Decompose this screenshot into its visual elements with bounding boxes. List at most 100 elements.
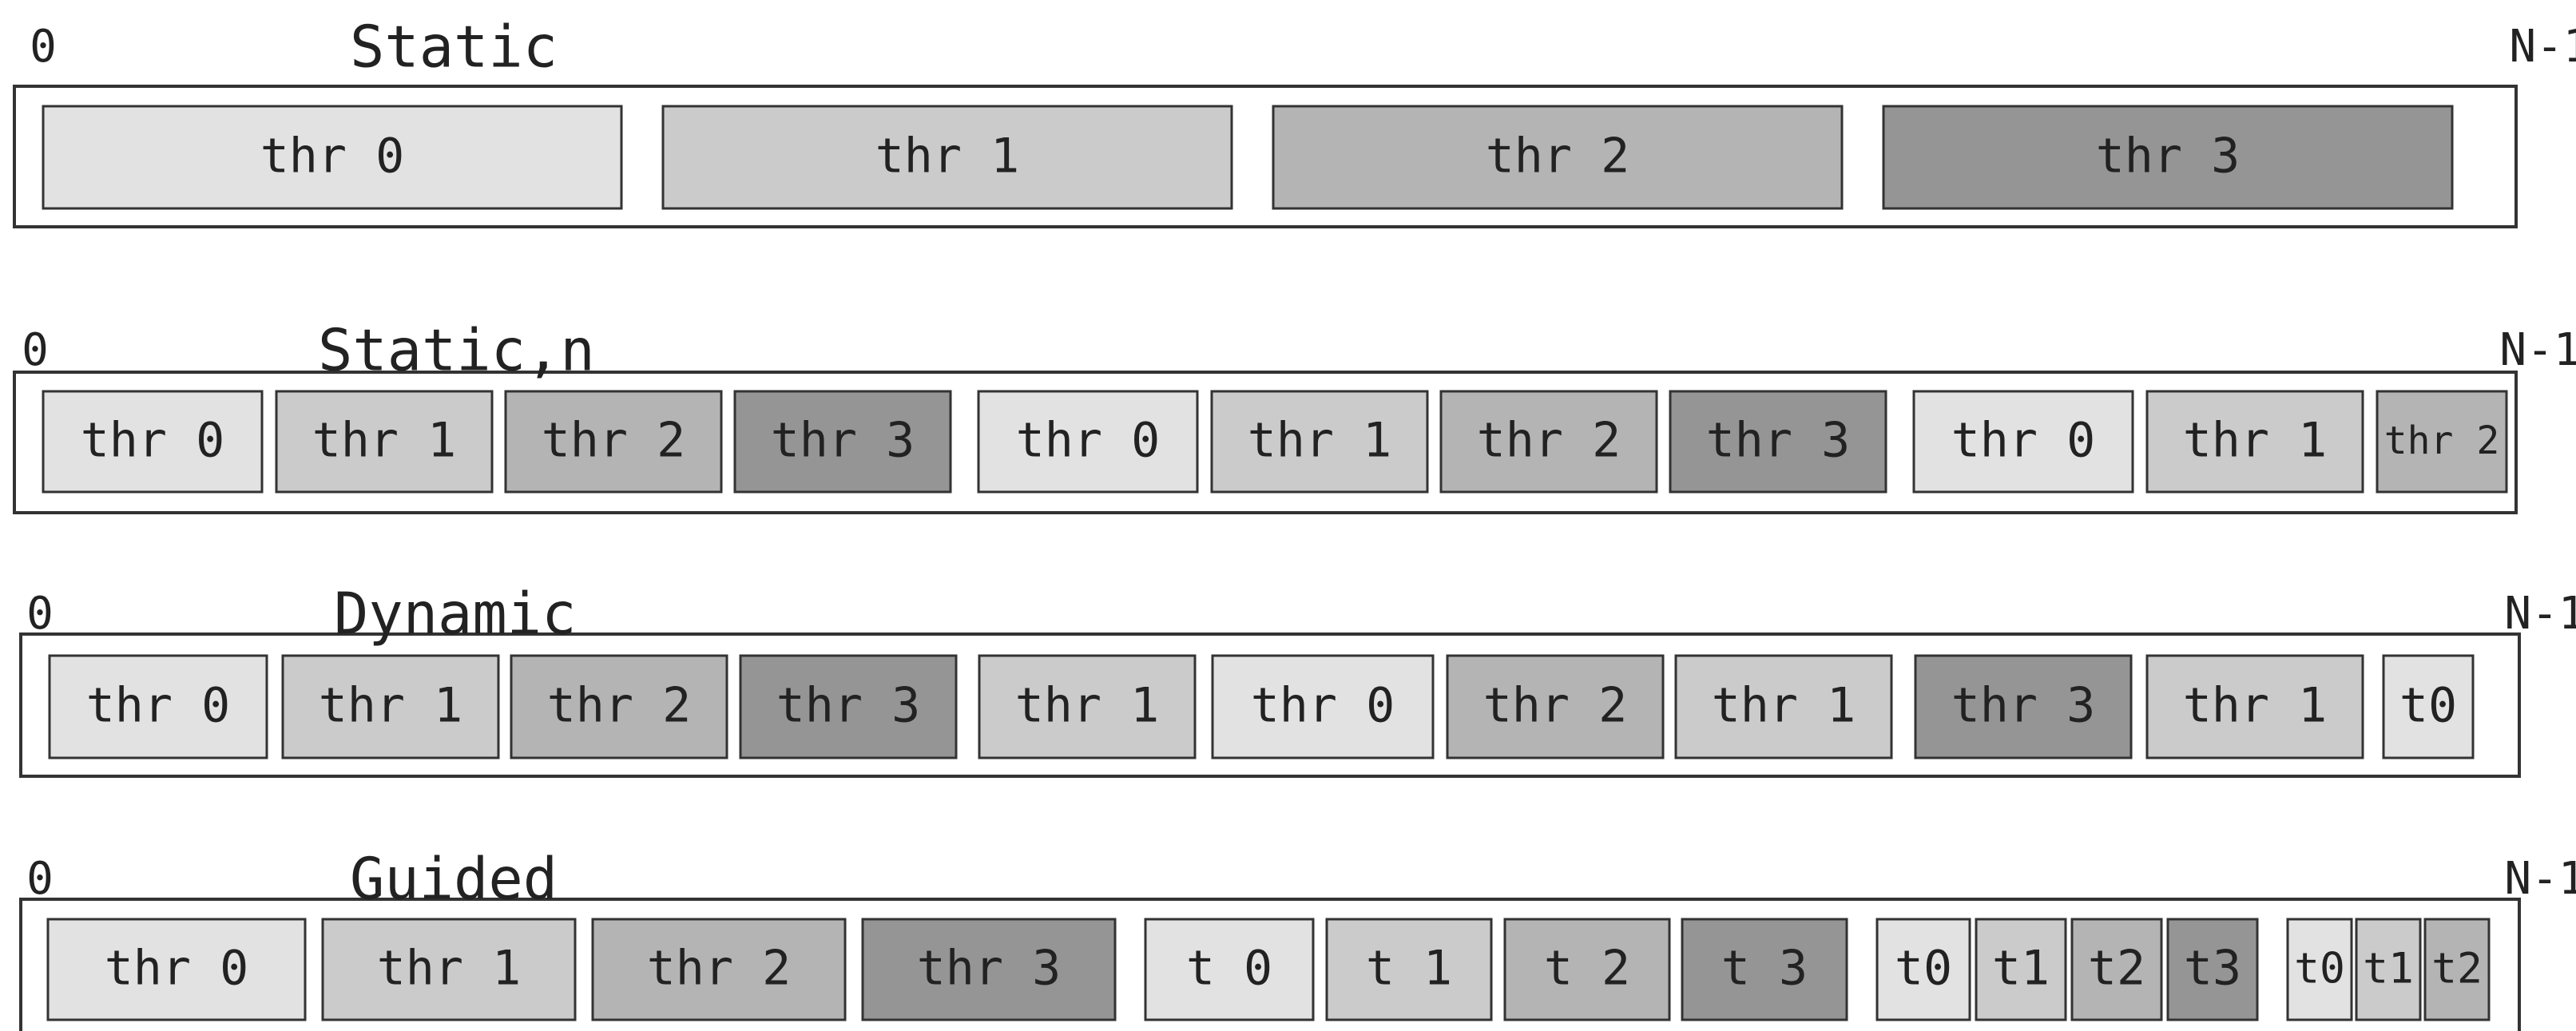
chunk-label: thr 0 <box>1251 678 1395 734</box>
chunk-label: t 0 <box>1186 941 1272 997</box>
chunk-thread-1: thr 1 <box>2145 654 2364 759</box>
chunk-thread-3: thr 3 <box>739 654 958 759</box>
chunk-box <box>861 918 1117 1021</box>
chunk-box <box>1882 105 2454 210</box>
chunk-label: t2 <box>2431 945 2483 993</box>
chunk-box <box>1325 918 1493 1021</box>
chunk-thread-3: thr 3 <box>1669 390 1887 494</box>
chunk-box <box>2355 918 2422 1021</box>
chunk-label: thr 2 <box>547 678 692 734</box>
chunk-label: t0 <box>2294 945 2345 993</box>
chunk-label: thr 1 <box>312 413 457 469</box>
chunk-label: t1 <box>2363 945 2414 993</box>
chunk-box <box>321 918 577 1021</box>
schedule-title: Dynamic <box>334 581 576 648</box>
chunk-thread-1: thr 1 <box>1674 654 1893 759</box>
range-end-label: N-1 <box>2504 588 2576 640</box>
chunk-box <box>1681 918 1848 1021</box>
chunk-label: thr 0 <box>1951 413 2096 469</box>
range-start-label: 0 <box>30 21 57 73</box>
chunk-label: thr 0 <box>86 678 231 734</box>
chunk-box <box>1272 105 1844 210</box>
chunk-box <box>739 654 958 759</box>
chunk-label: thr 2 <box>1477 413 1621 469</box>
chunk-thread-1: thr 1 <box>661 105 1233 210</box>
chunk-box <box>504 390 723 494</box>
chunk-thread-2: thr 2 <box>591 918 847 1021</box>
chunk-label: thr 2 <box>1486 129 1630 184</box>
chunk-thread-2: thr 2 <box>504 390 723 494</box>
chunk-label: t 3 <box>1721 941 1808 997</box>
chunk-box <box>1875 918 1971 1021</box>
chunk-label: thr 2 <box>1483 678 1628 734</box>
chunk-box <box>1503 918 1671 1021</box>
chunk-thread-0: thr 0 <box>42 105 623 210</box>
chunk-box <box>2145 654 2364 759</box>
chunk-thread-2: thr 2 <box>1272 105 1844 210</box>
chunk-label: thr 1 <box>875 129 1020 184</box>
chunk-label: thr 1 <box>319 678 463 734</box>
chunk-thread-1: t1 <box>2355 918 2422 1021</box>
chunk-label: thr 3 <box>776 678 921 734</box>
chunk-box <box>661 105 1233 210</box>
chunk-label: t0 <box>1895 941 1952 997</box>
chunk-label: thr 0 <box>260 129 405 184</box>
chunk-label: thr 3 <box>917 941 1062 997</box>
range-start-label: 0 <box>26 853 54 905</box>
chunk-box <box>1144 918 1315 1021</box>
chunk-box <box>1211 654 1435 759</box>
chunk-thread-2: thr 2 <box>1439 390 1658 494</box>
chunk-thread-1: thr 1 <box>275 390 494 494</box>
range-end-label: N-1 <box>2509 21 2576 73</box>
chunk-box <box>1674 654 1893 759</box>
chunk-box <box>2166 918 2259 1021</box>
chunk-thread-1: thr 1 <box>321 918 577 1021</box>
range-end-label: N-1 <box>2499 324 2576 376</box>
chunk-thread-3: thr 3 <box>861 918 1117 1021</box>
range-start-label: 0 <box>22 324 49 376</box>
chunk-label: thr 3 <box>771 413 915 469</box>
chunk-label: thr 2 <box>2384 418 2500 463</box>
chunk-box <box>591 918 847 1021</box>
chunk-thread-1: thr 1 <box>978 654 1197 759</box>
chunk-thread-0: t0 <box>2382 654 2475 759</box>
chunk-thread-0: t0 <box>1875 918 1971 1021</box>
chunk-label: t 2 <box>1544 941 1630 997</box>
chunk-thread-2: thr 2 <box>1446 654 1665 759</box>
chunk-box <box>1446 654 1665 759</box>
chunk-box <box>1975 918 2067 1021</box>
chunk-thread-0: thr 0 <box>1211 654 1435 759</box>
chunk-box <box>733 390 952 494</box>
chunk-thread-0: t 0 <box>1144 918 1315 1021</box>
chunk-thread-1: t1 <box>1975 918 2067 1021</box>
range-start-label: 0 <box>26 588 54 640</box>
chunk-label: thr 1 <box>377 941 522 997</box>
chunk-box <box>1669 390 1887 494</box>
chunk-thread-1: t 1 <box>1325 918 1493 1021</box>
chunk-label: thr 1 <box>1015 678 1160 734</box>
chunk-box <box>48 654 268 759</box>
chunk-thread-3: t 3 <box>1681 918 1848 1021</box>
chunk-thread-2: thr 2 <box>2376 390 2508 494</box>
chunk-thread-1: thr 1 <box>2145 390 2364 494</box>
chunk-box <box>978 654 1197 759</box>
chunk-label: thr 2 <box>542 413 686 469</box>
chunk-thread-2: t2 <box>2423 918 2491 1021</box>
chunk-box <box>281 654 500 759</box>
chunk-thread-3: thr 3 <box>733 390 952 494</box>
chunk-thread-1: thr 1 <box>281 654 500 759</box>
chunk-thread-0: thr 0 <box>977 390 1199 494</box>
schedule-title: Static <box>350 14 558 81</box>
chunk-thread-3: t3 <box>2166 918 2259 1021</box>
chunk-label: thr 0 <box>1016 413 1161 469</box>
range-end-label: N-1 <box>2504 853 2576 905</box>
chunk-box <box>1439 390 1658 494</box>
chunk-box <box>977 390 1199 494</box>
chunk-label: thr 1 <box>1248 413 1392 469</box>
chunk-box <box>2070 918 2163 1021</box>
row-dynamic: 0 Dynamic N-1 thr 0 thr 1 thr 2 thr 3 thr 1 thr … <box>19 581 2576 778</box>
chunk-label: thr 3 <box>1706 413 1851 469</box>
row-guided: 0 Guided N-1 thr 0 thr 1 thr 2 thr 3 t 0 t 1 t 2 t… <box>19 846 2576 1031</box>
chunk-thread-3: thr 3 <box>1882 105 2454 210</box>
